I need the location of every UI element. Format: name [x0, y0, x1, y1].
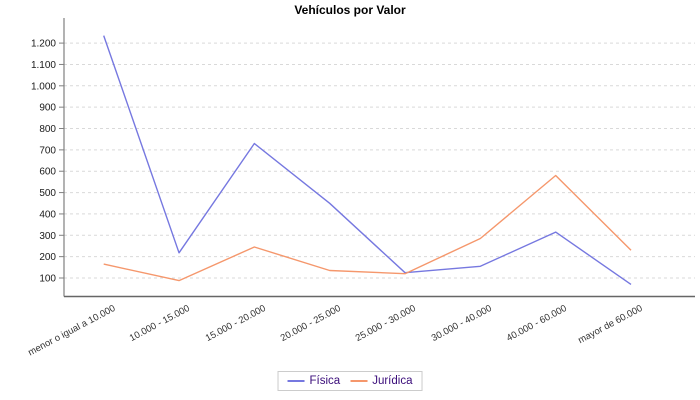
y-tick-label: 100: [39, 274, 56, 285]
legend-label-fisica: Física: [309, 375, 341, 387]
juridica-line-swatch: [350, 380, 368, 382]
series-line-fsica: [103, 35, 632, 285]
y-tick-label: 300: [39, 231, 56, 242]
fisica-line-swatch: [287, 380, 305, 382]
y-tick-label: 900: [39, 103, 56, 114]
y-tick-label: 400: [39, 209, 56, 220]
legend: Física Jurídica: [277, 371, 423, 391]
legend-item-juridica: Jurídica: [350, 375, 412, 387]
legend-item-fisica: Física: [287, 375, 341, 387]
y-tick-label: 1.000: [31, 81, 56, 92]
y-tick-label: 1.200: [31, 39, 56, 50]
legend-label-juridica: Jurídica: [372, 375, 413, 387]
chart-title: Vehículos por Valor: [294, 3, 406, 17]
y-tick-label: 800: [39, 124, 56, 135]
y-tick-label: 1.100: [31, 60, 56, 71]
y-tick-label: 700: [39, 145, 56, 156]
y-tick-label: 500: [39, 188, 56, 199]
y-tick-label: 600: [39, 167, 56, 178]
series-line-jurdica: [103, 174, 632, 282]
y-tick-label: 200: [39, 252, 56, 263]
